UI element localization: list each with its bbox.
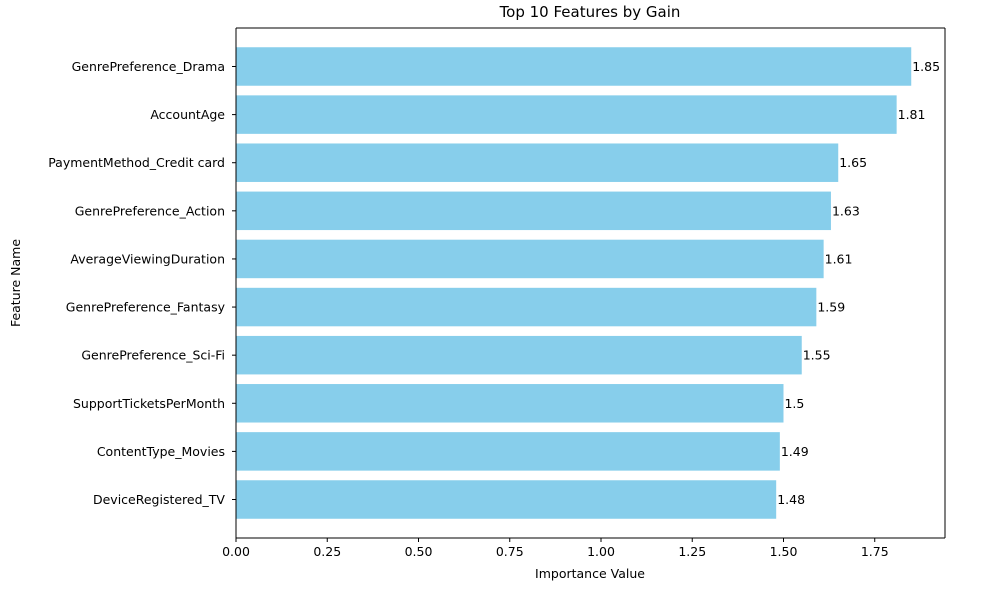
x-tick-label: 1.00	[587, 544, 615, 559]
data-label: 1.55	[803, 348, 831, 363]
bars-group	[236, 47, 912, 519]
y-tick-label: SupportTicketsPerMonth	[73, 396, 225, 411]
y-tick-label: AccountAge	[150, 107, 225, 122]
data-label: 1.61	[825, 251, 853, 266]
data-labels-group: 1.85 1.81 1.65 1.63 1.61 1.59 1.55 1.5 1.49 1.48	[777, 59, 940, 507]
y-tick-label: GenrePreference_Sci-Fi	[81, 348, 225, 363]
bar-supportticketspermonth	[236, 384, 784, 423]
y-tick-label: DeviceRegistered_TV	[93, 492, 225, 507]
x-tick-label: 0.25	[313, 544, 341, 559]
x-axis-ticks: 0.00 0.25 0.50 0.75 1.00 1.25 1.50 1.75	[222, 538, 889, 559]
data-label: 1.49	[781, 444, 809, 459]
bar-paymentmethod-credit-card	[236, 143, 839, 182]
bar-deviceregistered-tv	[236, 480, 777, 519]
x-axis-label: Importance Value	[535, 566, 645, 581]
y-axis-label: Feature Name	[8, 239, 23, 327]
bar-genrepreference-fantasy	[236, 287, 817, 327]
y-tick-label: AverageViewingDuration	[70, 251, 225, 266]
bar-contenttype-movies	[236, 432, 780, 471]
data-label: 1.81	[898, 107, 926, 122]
y-tick-label: GenrePreference_Action	[75, 203, 225, 218]
data-label: 1.63	[832, 203, 860, 218]
data-label: 1.65	[839, 155, 867, 170]
y-tick-label: ContentType_Movies	[97, 444, 225, 459]
x-tick-label: 0.00	[222, 544, 250, 559]
y-tick-label: PaymentMethod_Credit card	[48, 155, 225, 170]
x-tick-label: 1.75	[861, 544, 889, 559]
data-label: 1.5	[784, 396, 804, 411]
y-tick-label: GenrePreference_Fantasy	[66, 300, 226, 315]
bar-accountage	[236, 95, 897, 134]
bar-genrepreference-sci-fi	[236, 335, 802, 375]
bar-genrepreference-action	[236, 191, 831, 231]
data-label: 1.59	[817, 300, 845, 315]
x-tick-label: 1.50	[770, 544, 798, 559]
x-tick-label: 0.50	[405, 544, 433, 559]
axes-frame	[235, 27, 946, 539]
x-tick-label: 0.75	[496, 544, 524, 559]
chart-title: Top 10 Features by Gain	[499, 3, 681, 21]
data-label: 1.85	[912, 59, 940, 74]
y-axis-ticks: GenrePreference_Drama AccountAge PaymentMe…	[48, 59, 236, 507]
data-label: 1.48	[777, 492, 805, 507]
x-tick-label: 1.25	[678, 544, 706, 559]
bar-genrepreference-drama	[236, 47, 912, 86]
y-tick-label: GenrePreference_Drama	[72, 59, 225, 74]
bar-averageviewingduration	[236, 239, 824, 279]
